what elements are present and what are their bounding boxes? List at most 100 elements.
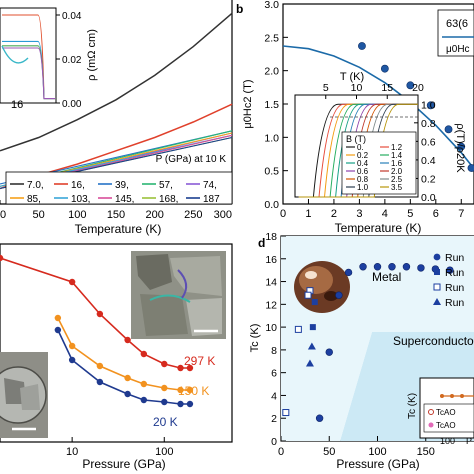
panel-d-point-run1 — [402, 263, 411, 271]
panel-c-data-point — [68, 278, 76, 286]
panel-d-point-run3 — [294, 325, 302, 333]
panel-b-inset-legend-label: 1.0 — [357, 183, 369, 192]
panel-d-x-ticks: 0 50 100 150 — [278, 436, 435, 458]
panel-a-inset: 16 0.04 0.02 0.00 ρ (mΩ cm) — [0, 7, 98, 111]
panel-b-series-group — [282, 42, 474, 172]
panel-c-data-point — [54, 326, 62, 334]
panel-b-inset-y-label: ρ(T)/ρ20K — [454, 123, 466, 173]
panel-c-data-point — [96, 310, 104, 318]
panel-a-legend-items: 7.0, 16, 39, 57, 74, 85, 103, 145, 168, 187 — [10, 180, 220, 205]
panel-a-legend-label: 168, — [159, 194, 178, 205]
panel-b-inset-legend-label: 0. — [357, 143, 364, 152]
panel-d-point-run1 — [359, 263, 367, 271]
panel-d-point-run3 — [282, 409, 290, 417]
panel-b-inset-x-tick-label: 10 — [351, 82, 363, 94]
panel-a-x-tick-label: 200 — [145, 209, 163, 221]
panel-b-inset-legend-label: 0.2 — [357, 151, 369, 160]
panel-d-y-tick-label: 14 — [265, 277, 277, 289]
panel-b-data-point — [426, 101, 435, 110]
panel-a-inset-y-tick-label: 0.00 — [62, 99, 82, 110]
panel-b-x-ticks: 0 1 2 3 4 5 6 7 — [280, 199, 464, 220]
panel-b-x-tick-label: 0 — [280, 208, 286, 220]
panel-b-x-tick-label: 5 — [407, 208, 413, 220]
panel-b-legend-entry-2: μ0Hc — [446, 44, 470, 55]
panel-a-series-line-0 — [0, 12, 233, 152]
panel-a-inset-y-label: ρ (mΩ cm) — [86, 29, 98, 81]
panel-c-x-ticks: 10 100 — [66, 437, 173, 458]
panel-c-series-label: 150 K — [178, 384, 209, 398]
panel-d-y-tick-label: 8 — [271, 345, 277, 357]
panel-b-inset-x-tick-label: 15 — [381, 82, 393, 94]
panel-b-inset-legend-label: 1.6 — [391, 159, 403, 168]
panel-d-x-tick-label: 150 — [417, 446, 435, 458]
panel-b-y-label: μ0Hc2 (T) — [242, 79, 254, 128]
panel-b-inset-curve-1 — [298, 103, 418, 198]
panel-b-inset-legend-label: 0.6 — [357, 167, 369, 176]
panel-b-inset-x-ticks: 5 10 15 20 — [323, 82, 424, 99]
panel-b-inset-y-tick-label: 0.4 — [421, 155, 436, 167]
panel-d-region-metal: Metal — [372, 270, 401, 284]
panel-d-inset-partial-label: P — [466, 436, 472, 446]
panel-c-photo-large — [131, 251, 226, 339]
panel-a-inset-curve-cyan — [1, 45, 29, 64]
panel-d-point-run1 — [388, 263, 396, 271]
panel-b-inset-curve-4 — [298, 103, 418, 198]
panel-b-y-ticks: 0.0 0.5 1.0 1.5 2.0 2.5 3.0 — [264, 0, 288, 211]
panel-d-x-tick-label: 0 — [278, 446, 284, 458]
panel-b-data-point — [457, 142, 466, 151]
panel-a-legend-label: 145, — [115, 194, 134, 205]
panel-b-inset-curve-3 — [298, 103, 418, 198]
panel-b-data-point — [406, 81, 415, 90]
panel-b-x-tick-label: 6 — [433, 208, 439, 220]
panel-a-legend-label: 187 — [203, 194, 220, 205]
panel-b-inset-legend-label: 2.5 — [391, 175, 403, 184]
panel-d-y-tick-label: 6 — [271, 368, 277, 380]
panel-d-legend: Run Run Run Run — [433, 252, 464, 309]
panel-d-legend-marker — [434, 269, 440, 275]
panel-a-x-tick-label: 0 — [0, 209, 6, 221]
panel-b-inset-legend-label: 0.8 — [357, 175, 369, 184]
panel-c-data-point — [68, 342, 76, 350]
panel-c-data-point — [124, 390, 131, 398]
panel-b-y-tick-label: 0.5 — [264, 166, 279, 178]
panel-c-x-tick-label: 10 — [66, 446, 78, 458]
panel-c-data-point — [186, 400, 194, 408]
panel-c-data-point — [140, 396, 148, 404]
panel-d-legend-label: Run — [445, 252, 464, 264]
panel-a-legend-title: P (GPa) at 10 K — [156, 154, 227, 165]
panel-d-point-run4 — [307, 342, 316, 350]
panel-d-y-tick-label: 18 — [265, 231, 277, 243]
panel-b-fit-line — [282, 45, 474, 170]
panel-b-inset-x-tick-label: 20 — [412, 82, 424, 94]
panel-d-legend-marker — [433, 298, 441, 305]
panel-c-data-point — [96, 362, 104, 370]
panel-b-x-label: Temperature (K) — [335, 221, 422, 235]
panel-d-region-superconductor: Superconducto — [393, 334, 474, 348]
panel-b-data-point — [467, 164, 474, 172]
panel-d-legend-marker — [433, 283, 441, 291]
panel-d-legend-label: Run — [445, 297, 464, 309]
panel-d-y-tick-label: 4 — [271, 390, 277, 402]
panel-d-point-run1 — [335, 291, 343, 299]
panel-b-legend-entry-1: 63(6 — [446, 18, 468, 30]
panel-b-x-tick-label: 4 — [382, 208, 388, 220]
panel-b-y-tick-label: 1.0 — [264, 132, 279, 144]
panel-a-legend-label: 16, — [71, 180, 85, 191]
panel-b-inset-legend-label: 3.5 — [391, 183, 403, 192]
panel-a-x-ticks: 0 50 100 150 200 250 300 — [0, 200, 233, 221]
panel-b-y-tick-label: 2.5 — [264, 32, 279, 44]
panel-b-data-point — [444, 125, 453, 134]
panel-b-inset-legend-label: 0.4 — [357, 159, 369, 168]
panel-b-x-tick-label: 1 — [305, 208, 311, 220]
panel-d-y-tick-label: 0 — [271, 436, 277, 448]
panel-d-point-run2 — [311, 299, 318, 306]
panel-c-x-label: Pressure (GPa) — [82, 457, 165, 471]
panel-b-inset-y-tick-label: 1.0 — [421, 99, 436, 111]
panel-d-point-run1 — [315, 414, 324, 422]
panel-a-inset-y-tick-label: 0.02 — [62, 55, 82, 66]
panel-d-x-tick-label: 100 — [368, 446, 386, 458]
panel-a-inset-curve-3 — [2, 47, 55, 100]
panel-d-y-tick-label: 12 — [265, 299, 277, 311]
panel-d-x-tick-label: 50 — [323, 446, 335, 458]
panel-b-data-point — [358, 42, 366, 50]
